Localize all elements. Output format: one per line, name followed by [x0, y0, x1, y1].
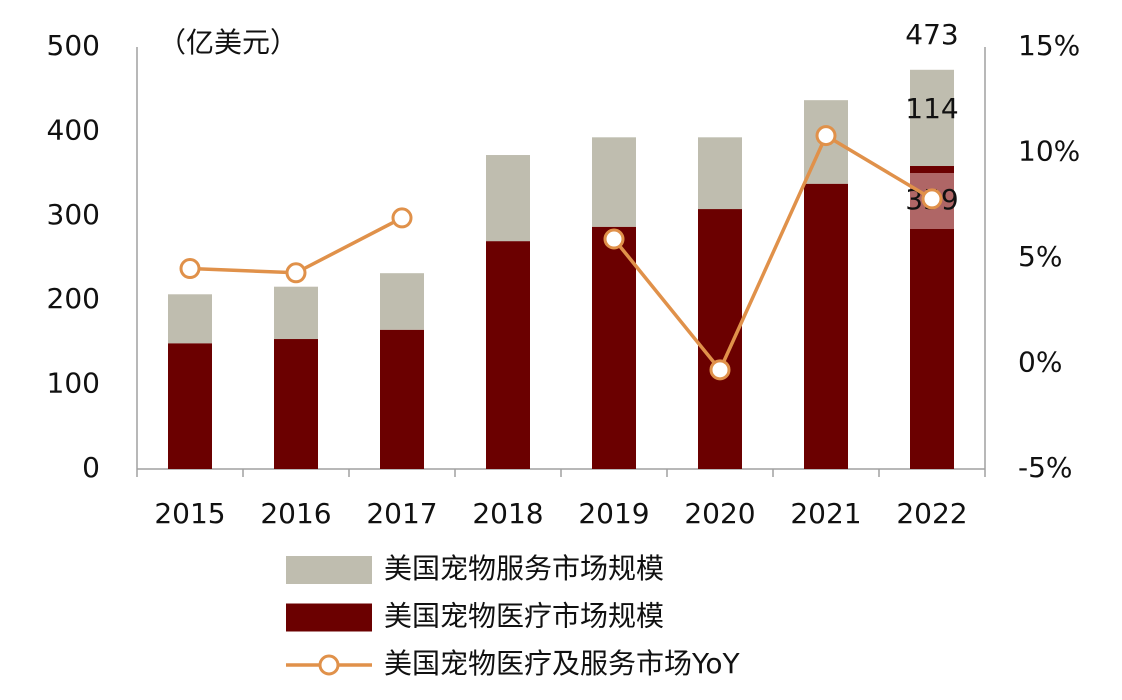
- bar-segment: [592, 226, 636, 469]
- line-marker: [179, 258, 201, 280]
- bar-segment: [168, 343, 212, 469]
- bar-segment: [380, 329, 424, 469]
- y-tick-label: 500: [47, 29, 100, 62]
- bar-segment: [274, 286, 318, 340]
- legend-label: 美国宠物医疗市场规模: [384, 600, 664, 633]
- bar-segment: [698, 137, 742, 210]
- line-marker: [709, 359, 731, 381]
- total-label: 473: [905, 18, 958, 51]
- legend-swatch: [286, 603, 372, 632]
- legend-swatch: [286, 556, 372, 584]
- bar-segment: [274, 339, 318, 469]
- x-tick-label: 2022: [896, 497, 967, 530]
- line-marker: [603, 228, 625, 250]
- x-tick-label: 2015: [154, 497, 225, 530]
- bar-segment: [804, 183, 848, 469]
- y2-tick-label: 10%: [1018, 135, 1080, 168]
- y-tick-label: 200: [47, 282, 100, 315]
- x-tick-label: 2020: [684, 497, 755, 530]
- y-axis-label: （亿美元）: [158, 26, 298, 59]
- x-tick-label: 2017: [366, 497, 437, 530]
- bar-segment: [380, 273, 424, 330]
- legend-label: 美国宠物医疗及服务市场YoY: [384, 647, 741, 680]
- legend-label: 美国宠物服务市场规模: [384, 552, 664, 585]
- line-marker: [285, 262, 307, 284]
- line-marker: [815, 125, 837, 147]
- line-marker: [391, 207, 413, 229]
- x-tick-label: 2016: [260, 497, 331, 530]
- x-tick-label: 2021: [790, 497, 861, 530]
- x-tick-label: 2019: [578, 497, 649, 530]
- bar-segment: [910, 69, 954, 167]
- x-tick-label: 2018: [472, 497, 543, 530]
- bar-segment: [592, 137, 636, 227]
- line-marker: [921, 188, 943, 210]
- y-tick-label: 0: [82, 451, 100, 484]
- y-tick-label: 100: [47, 367, 100, 400]
- data-label: 114: [905, 92, 958, 125]
- y2-tick-label: 15%: [1018, 29, 1080, 62]
- bar-segment: [486, 241, 530, 469]
- y2-tick-label: 5%: [1018, 240, 1062, 273]
- legend-marker: [318, 654, 340, 676]
- y-tick-label: 300: [47, 198, 100, 231]
- bar-segment: [168, 294, 212, 344]
- bar-segment: [486, 155, 530, 242]
- y2-tick-label: -5%: [1018, 451, 1073, 484]
- y2-tick-label: 0%: [1018, 346, 1062, 379]
- y-tick-label: 400: [47, 113, 100, 146]
